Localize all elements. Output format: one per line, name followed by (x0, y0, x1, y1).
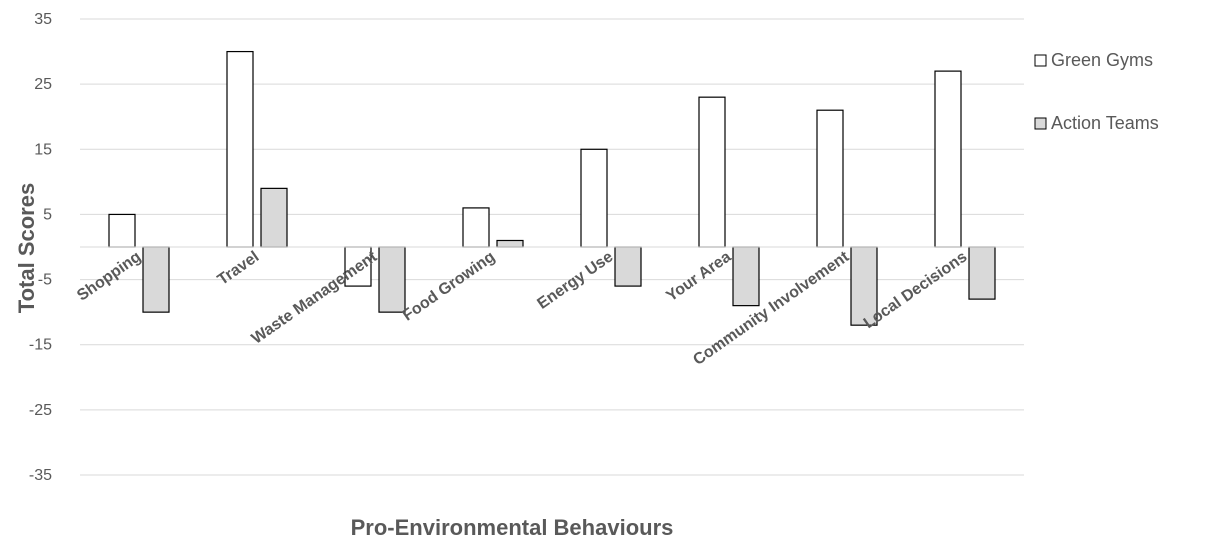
bars (108, 50, 996, 326)
category-label: Energy Use (534, 248, 616, 312)
y-tick-label: 35 (34, 11, 52, 28)
legend-swatch (1034, 117, 1047, 130)
bar-green-gyms (816, 109, 844, 248)
bar-green-gyms (580, 148, 608, 248)
y-tick-label: 25 (34, 76, 52, 93)
y-tick-label: -25 (29, 402, 52, 419)
category-label: Food Growing (400, 248, 499, 324)
bar-action-teams (378, 246, 406, 313)
bar-green-gyms (108, 213, 136, 248)
legend-label: Green Gyms (1051, 50, 1153, 70)
legend: Green Gyms Action Teams (1034, 50, 1159, 133)
legend-label: Action Teams (1051, 113, 1159, 133)
bar-green-gyms (344, 246, 372, 287)
bar-action-teams (732, 246, 760, 307)
bar-action-teams (496, 239, 524, 248)
bar-green-gyms (698, 96, 726, 248)
bar-action-teams (614, 246, 642, 287)
y-tick-label: 15 (34, 141, 52, 158)
bar-action-teams (968, 246, 996, 300)
x-axis-title: Pro-Environmental Behaviours (351, 515, 674, 540)
y-tick-label: -35 (29, 467, 52, 484)
y-tick-label: -15 (29, 337, 52, 354)
legend-swatch (1034, 54, 1047, 67)
bar-action-teams (260, 187, 288, 248)
y-axis-ticks: 35 25 15 5 -5 -15 -25 -35 (29, 11, 52, 484)
bar-green-gyms (934, 70, 962, 248)
bar-action-teams (850, 246, 878, 326)
category-label: Travel (215, 248, 263, 288)
category-label: Your Area (663, 248, 734, 305)
bar-action-teams (142, 246, 170, 313)
y-axis-title: Total Scores (14, 183, 39, 313)
category-label: Shopping (74, 248, 144, 304)
category-label: Waste Management (249, 248, 381, 348)
bar-green-gyms (226, 50, 254, 248)
y-tick-label: -5 (38, 272, 52, 289)
bar-green-gyms (462, 207, 490, 248)
y-tick-label: 5 (43, 206, 52, 223)
